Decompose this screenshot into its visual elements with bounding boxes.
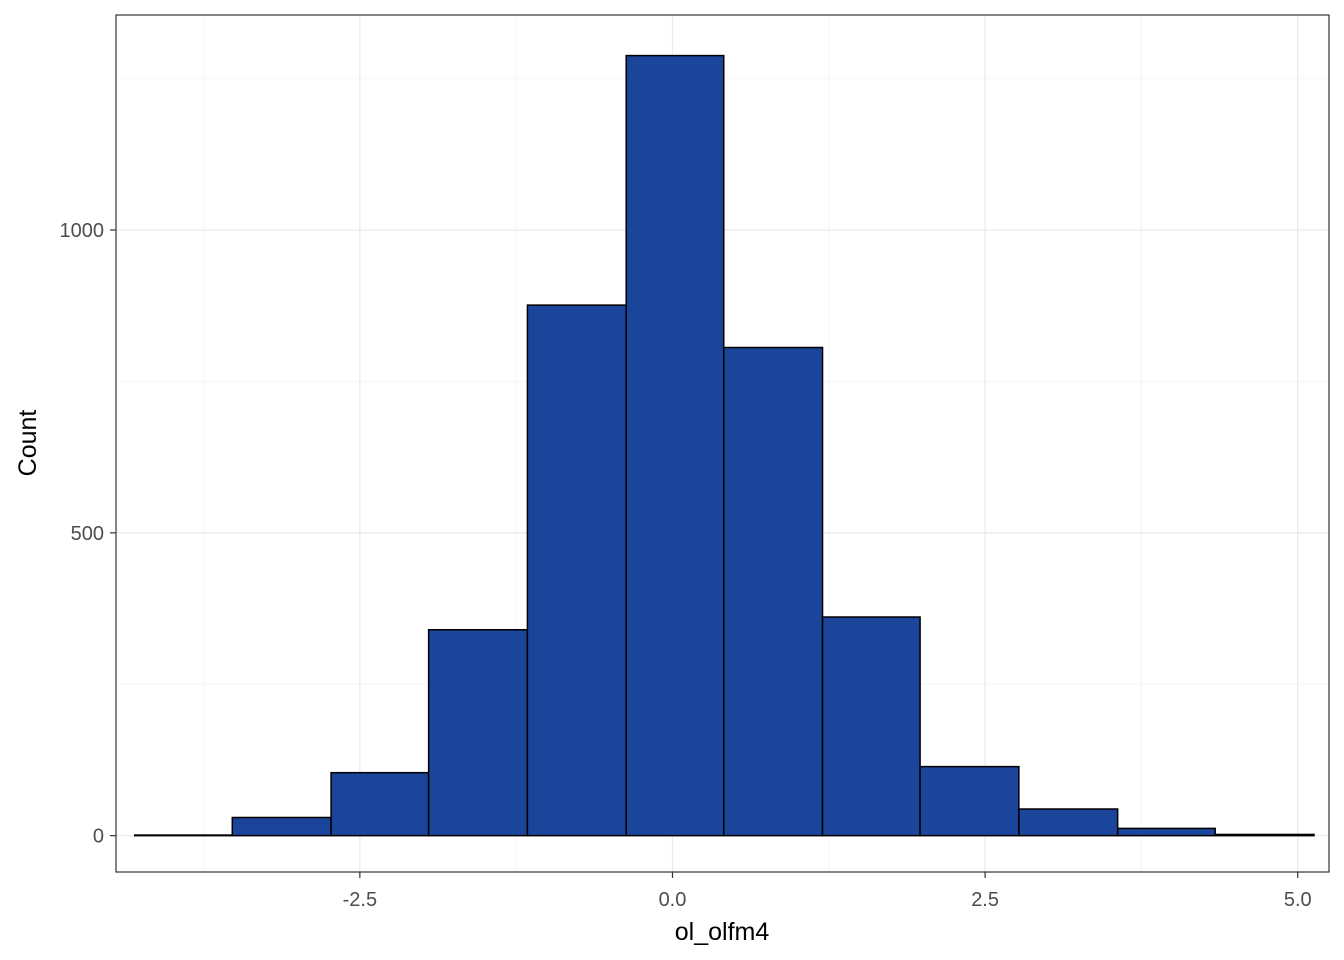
x-tick-label: 0.0 <box>659 889 687 911</box>
histogram-bar <box>1018 808 1119 837</box>
histogram-bar <box>526 304 627 837</box>
x-tick-label: 2.5 <box>971 889 999 911</box>
y-tick-label: 500 <box>71 523 104 545</box>
histogram-bar <box>427 628 529 837</box>
y-tick-label: 1000 <box>60 220 105 242</box>
histogram-bar <box>330 771 430 837</box>
y-axis-title: Count <box>14 410 42 477</box>
y-tick-label: 0 <box>93 826 104 848</box>
histogram-bar <box>625 54 725 837</box>
histogram-bar <box>821 616 921 837</box>
histogram-bar <box>134 834 234 837</box>
panel-border <box>115 14 1330 873</box>
histogram-bar <box>723 346 824 837</box>
x-tick-label: -2.5 <box>343 889 377 911</box>
x-axis-ticks: -2.5 0.0 2.5 5.0 <box>343 872 1312 911</box>
histogram-bars <box>134 54 1315 837</box>
x-tick-label: 5.0 <box>1284 889 1312 911</box>
histogram-bar <box>231 816 332 837</box>
x-axis-title: ol_olfm4 <box>675 918 770 946</box>
histogram-bar <box>1116 827 1216 837</box>
histogram-bar <box>1214 833 1315 837</box>
histogram-bar <box>919 765 1020 837</box>
y-axis-ticks: 0 500 1000 <box>60 220 116 848</box>
